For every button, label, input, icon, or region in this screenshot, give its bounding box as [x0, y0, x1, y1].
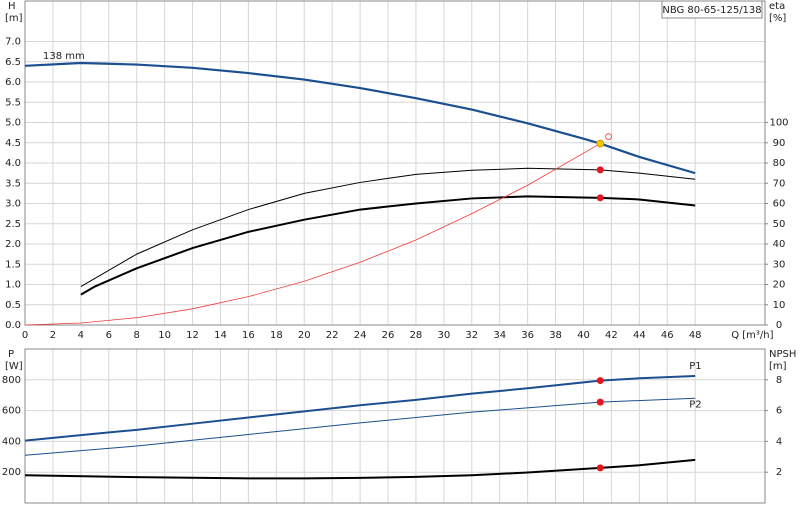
x-tick-label: 22: [326, 330, 339, 341]
y-tick-label: 400: [2, 436, 21, 447]
y2-label: eta: [769, 1, 785, 12]
y-tick-label: 200: [2, 467, 21, 478]
y-tick-label: 1.5: [5, 259, 21, 270]
y2-tick-label: 100: [769, 118, 788, 129]
y-tick-label: 600: [2, 406, 21, 417]
x-tick-label: 34: [493, 330, 506, 341]
x-tick-label: 42: [605, 330, 618, 341]
series-line: [80, 167, 696, 287]
x-tick-label: 2: [50, 330, 56, 341]
x-tick-label: 0: [22, 330, 28, 341]
y-label: P: [8, 349, 14, 360]
y-tick-label: 800: [2, 375, 21, 386]
x-tick-label: 10: [158, 330, 171, 341]
series-label: P2: [689, 399, 701, 410]
x-tick-label: 12: [186, 330, 199, 341]
y2-tick-label: 70: [773, 178, 786, 189]
marker: [596, 139, 605, 148]
x-tick-label: 30: [438, 330, 451, 341]
x-tick-label: 26: [382, 330, 395, 341]
x-tick-label: 18: [270, 330, 283, 341]
y2-tick-label: 6: [776, 406, 782, 417]
y2-tick-label: 90: [773, 138, 786, 149]
y-tick-label: 7.0: [5, 37, 21, 48]
title-box: [661, 0, 763, 19]
y-label: H: [8, 1, 16, 12]
y-unit: [W]: [5, 361, 23, 372]
chart-title: NBG 80-65-125/138: [662, 5, 761, 16]
y-tick-label: 2.0: [5, 239, 21, 250]
marker: [596, 464, 604, 472]
x-tick-label: 8: [134, 330, 140, 341]
x-tick-label: 40: [577, 330, 590, 341]
x-tick-label: 36: [521, 330, 534, 341]
series-line: [24, 458, 696, 480]
y2-tick-label: 20: [773, 280, 786, 291]
y2-label: NPSH: [769, 349, 796, 360]
y2-tick-label: 0: [776, 320, 782, 331]
y-tick-label: 2.5: [5, 219, 21, 230]
x-tick-label: 44: [633, 330, 646, 341]
y-tick-label: 0.0: [5, 320, 21, 331]
y-tick-label: 4.0: [5, 158, 21, 169]
x-tick-label: 16: [242, 330, 255, 341]
x-tick-label: 20: [298, 330, 311, 341]
y2-tick-label: 10: [773, 300, 786, 311]
y2-tick-label: 8: [776, 375, 782, 386]
marker: [596, 194, 604, 202]
marker: [596, 398, 604, 406]
x-tick-label: 24: [354, 330, 367, 341]
y-tick-label: 5.5: [5, 97, 21, 108]
x-tick-label: 4: [78, 330, 84, 341]
y2-tick-label: 50: [773, 219, 786, 230]
y2-tick-label: 80: [773, 158, 786, 169]
y-tick-label: 5.0: [5, 118, 21, 129]
y-tick-label: 0.5: [5, 300, 21, 311]
marker: [596, 377, 604, 385]
y2-unit: [m]: [769, 361, 787, 372]
x-tick-label: 6: [106, 330, 112, 341]
series-line: [24, 143, 601, 326]
y-tick-label: 6.0: [5, 77, 21, 88]
y-tick-label: 4.5: [5, 138, 21, 149]
y-tick-label: 3.0: [5, 199, 21, 210]
y2-tick-label: 4: [776, 436, 782, 447]
series-label: P1: [689, 361, 701, 372]
y2-tick-label: 30: [773, 259, 786, 270]
y-tick-label: 3.5: [5, 178, 21, 189]
y2-tick-label: 60: [773, 199, 786, 210]
x-tick-label: 46: [661, 330, 674, 341]
x-tick-label: 14: [214, 330, 227, 341]
y-tick-label: 1.0: [5, 280, 21, 291]
y2-tick-label: 2: [776, 467, 782, 478]
x-label: Q [m³/h]: [731, 330, 773, 341]
y-tick-label: 6.5: [5, 57, 21, 68]
y2-unit: [%]: [769, 13, 786, 24]
x-tick-label: 32: [465, 330, 478, 341]
marker: [605, 133, 613, 141]
series-line: [24, 61, 696, 175]
plot-frame: [24, 348, 766, 504]
x-tick-label: 48: [689, 330, 702, 341]
y-unit: [m]: [5, 13, 23, 24]
plot-frame: [24, 0, 766, 326]
x-tick-label: 28: [410, 330, 423, 341]
marker: [596, 166, 604, 174]
x-tick-label: 38: [549, 330, 562, 341]
series-label: 138 mm: [43, 51, 85, 62]
y2-tick-label: 40: [773, 239, 786, 250]
